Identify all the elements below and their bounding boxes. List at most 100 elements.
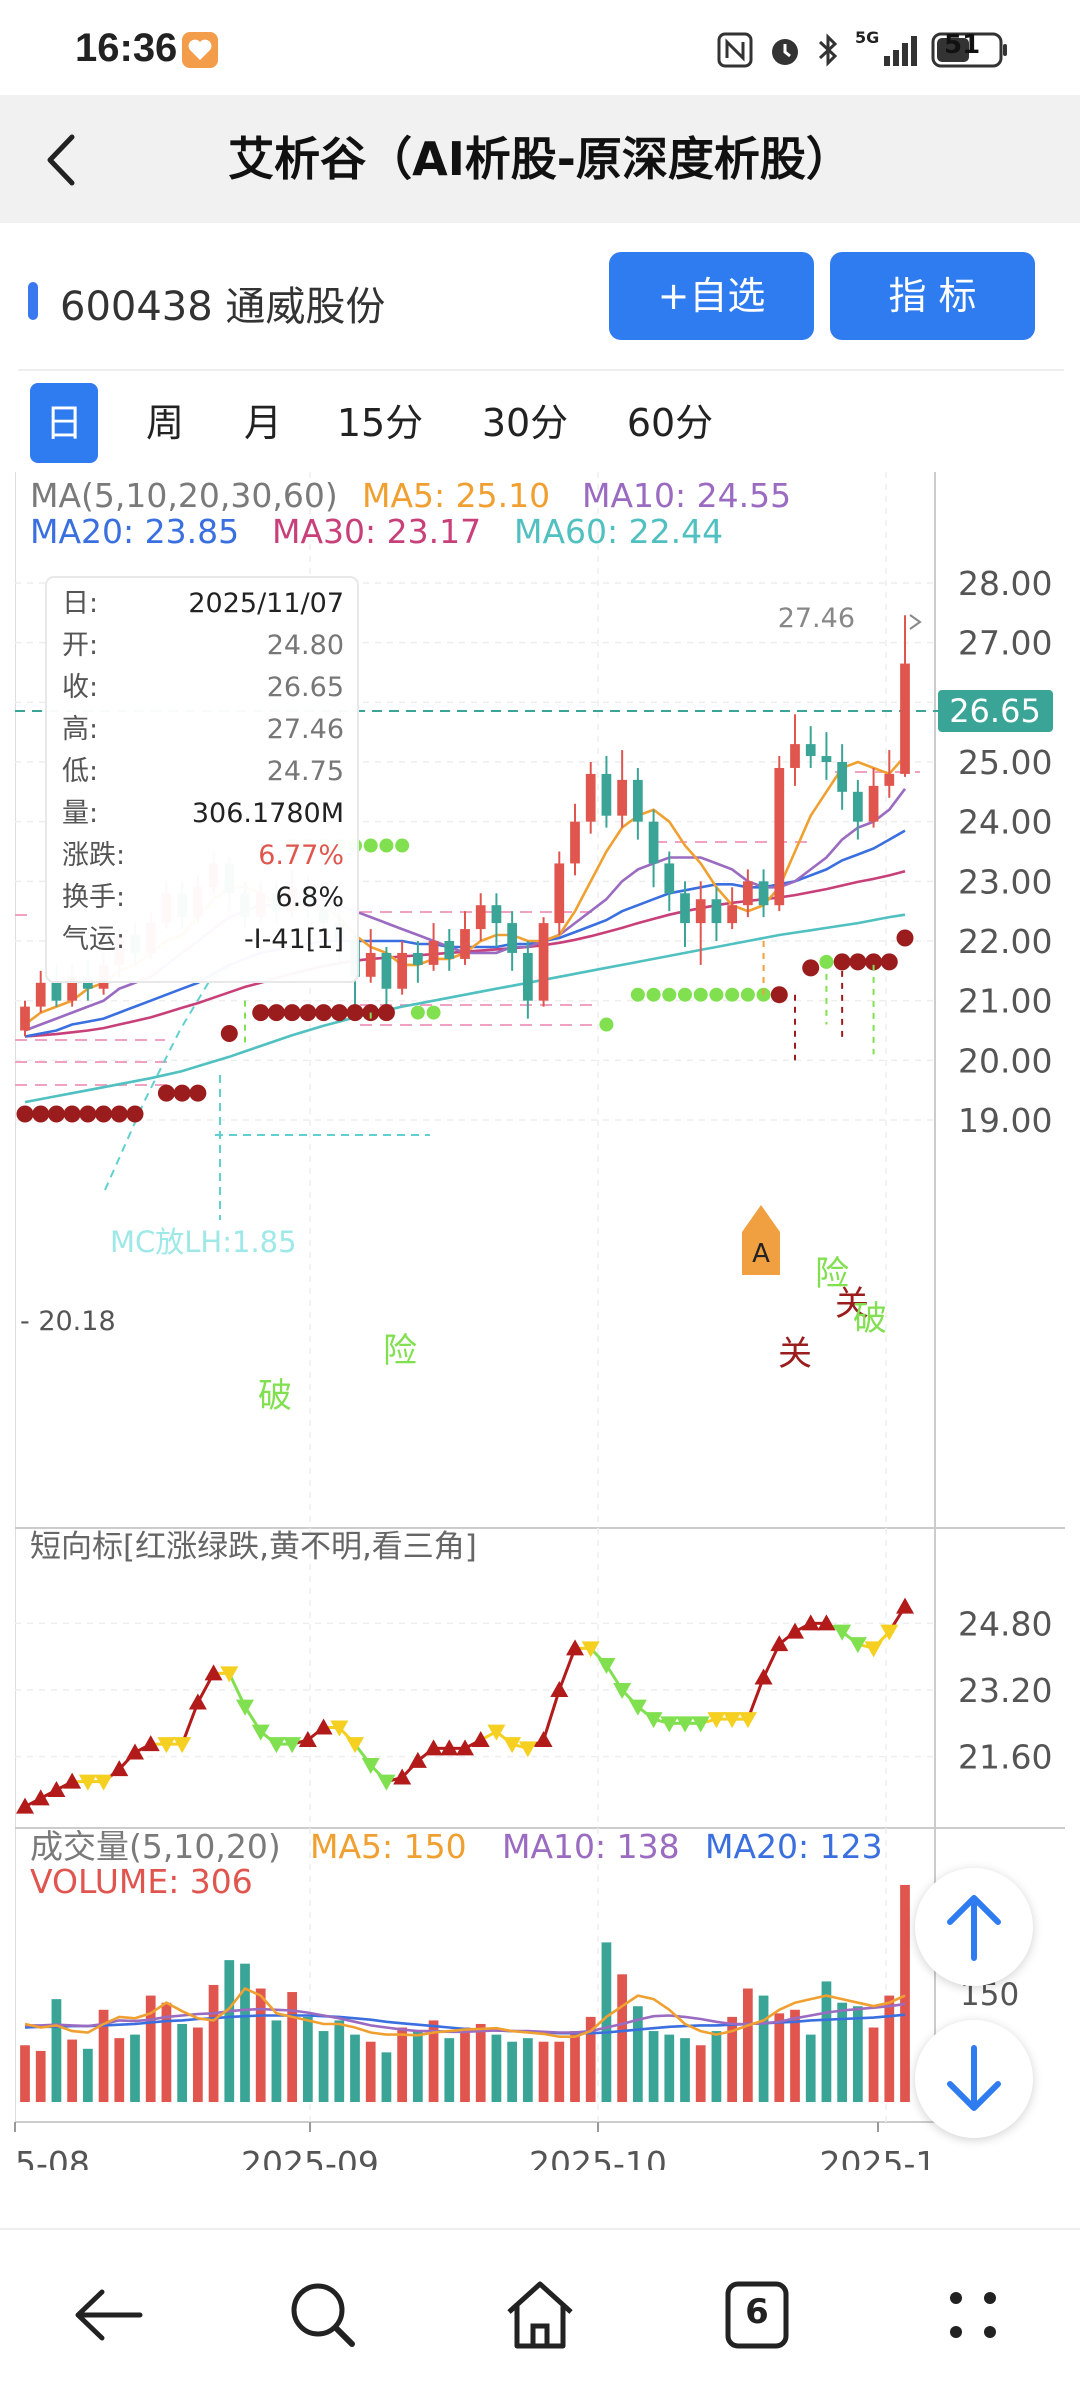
volume-bar (601, 1942, 612, 2102)
volume-ma20: MA20: 123 (705, 1827, 883, 1866)
short-marker (173, 1737, 192, 1754)
volume-bar (648, 2031, 659, 2102)
tab-week[interactable]: 周 (145, 401, 184, 445)
candle-body (821, 756, 832, 762)
search-icon[interactable] (278, 2270, 368, 2360)
chart-grid (15, 472, 1065, 2123)
short-indicator-series (16, 1597, 914, 1814)
short-marker (848, 1637, 867, 1654)
home-icon[interactable] (495, 2270, 585, 2360)
volume-bar (790, 2009, 800, 2102)
candle-body (617, 779, 628, 816)
short-marker (204, 1664, 223, 1681)
signal-dot-dark (32, 1105, 50, 1123)
signal-a-marker (742, 1205, 780, 1275)
short-marker (188, 1693, 207, 1710)
more-menu-icon[interactable] (928, 2270, 1018, 2360)
network-type: 5G (855, 28, 880, 47)
add-watchlist-button[interactable]: +自选 (609, 252, 814, 340)
info-row-value: 26.65 (267, 672, 344, 703)
signal-dot-dark (346, 1004, 364, 1022)
signal-dot-dark (79, 1105, 97, 1123)
signal-guan-1: 关 (778, 1334, 812, 1374)
volume-bar (255, 1988, 266, 2102)
candle-body (444, 941, 455, 959)
signal-dot-dark (220, 1024, 238, 1042)
candle-body (790, 744, 800, 768)
signal-dot-dark (315, 1004, 333, 1022)
tab-15min[interactable]: 15分 (336, 401, 424, 445)
short-marker (456, 1739, 474, 1756)
current-price-value: 26.65 (949, 692, 1041, 730)
short-marker (16, 1797, 34, 1814)
volume-bar (805, 2034, 816, 2102)
price-axis-label: 28.00 (958, 564, 1052, 603)
vma5-line (24, 1986, 906, 2038)
ma5-legend: MA5: 25.10 (362, 476, 550, 515)
candle-body (570, 821, 580, 864)
volume-ma5: MA5: 150 (310, 1827, 467, 1866)
candle-body (648, 821, 659, 864)
candle-body (680, 893, 690, 924)
short-marker (78, 1774, 97, 1791)
signal-dot-dark (252, 1004, 270, 1022)
short-marker (47, 1781, 66, 1797)
indicator-button[interactable]: 指 标 (830, 252, 1035, 340)
volume-bar (428, 2020, 439, 2102)
short-marker (487, 1724, 506, 1741)
signal-dot-green (379, 838, 394, 853)
app-notification-icon (182, 32, 218, 68)
volume-bar (695, 2045, 706, 2102)
volume-ma10: MA10: 138 (502, 1827, 680, 1866)
volume-bar (774, 2013, 785, 2102)
stock-chart[interactable]: MA(5,10,20,30,60) MA5: 25.10 MA10: 24.55… (0, 470, 1080, 2170)
volume-bar (82, 2048, 93, 2102)
back-arrow-icon[interactable] (30, 125, 100, 195)
signal-dot-dark (157, 1084, 175, 1102)
candle-body (884, 773, 895, 786)
info-row-label: 开: (62, 630, 98, 661)
signal-po-1: 破 (258, 1376, 292, 1416)
arrow-up-icon (947, 1895, 1001, 1961)
signal-dot-green (363, 838, 378, 853)
volume-bar (224, 1960, 235, 2102)
back-icon[interactable] (62, 2270, 152, 2360)
volume-title: 成交量(5,10,20) (30, 1827, 281, 1866)
scroll-down-button[interactable] (915, 2020, 1033, 2138)
candle-body (507, 923, 518, 953)
signal-dot-dark (16, 1105, 34, 1123)
tab-30min[interactable]: 30分 (481, 401, 569, 445)
tab-day[interactable]: 日 (30, 383, 98, 463)
short-marker (31, 1789, 50, 1806)
short-marker (393, 1768, 412, 1785)
volume-bar (821, 1981, 832, 2102)
short-marker (597, 1658, 616, 1674)
candle-body (742, 881, 753, 906)
volume-bar (884, 1995, 895, 2102)
nav-bar: 艾析谷（AI析股-原深度析股） (0, 95, 1080, 223)
short-marker (738, 1712, 757, 1729)
signal-dot-green (599, 1017, 614, 1032)
short-marker (613, 1683, 632, 1699)
volume-bar (632, 2006, 643, 2102)
candle-body (664, 863, 675, 894)
volume-bar (302, 2016, 313, 2102)
status-bar: 16:36 5G 51 (0, 0, 1080, 95)
short-marker (157, 1737, 176, 1754)
volume-bar (585, 2016, 596, 2102)
signal-dot-dark (896, 929, 914, 947)
candle-body (538, 923, 549, 1001)
date-axis: 5-08 2025-09 2025-10 2025-1 (14, 2122, 937, 2170)
x-axis-label: 2025-1 (820, 2144, 937, 2170)
info-row-value: 2025/11/07 (188, 588, 344, 619)
short-marker (440, 1739, 459, 1756)
tab-month[interactable]: 月 (243, 401, 282, 445)
price-axis-label: 25.00 (958, 743, 1052, 782)
tabs-button[interactable]: 6 (712, 2270, 802, 2360)
info-row-label: 低: (62, 756, 98, 787)
short-marker (723, 1712, 742, 1729)
scroll-up-button[interactable] (915, 1868, 1033, 1986)
volume-bar (271, 2020, 282, 2102)
short-marker (267, 1737, 286, 1754)
tab-60min[interactable]: 60分 (626, 401, 714, 445)
